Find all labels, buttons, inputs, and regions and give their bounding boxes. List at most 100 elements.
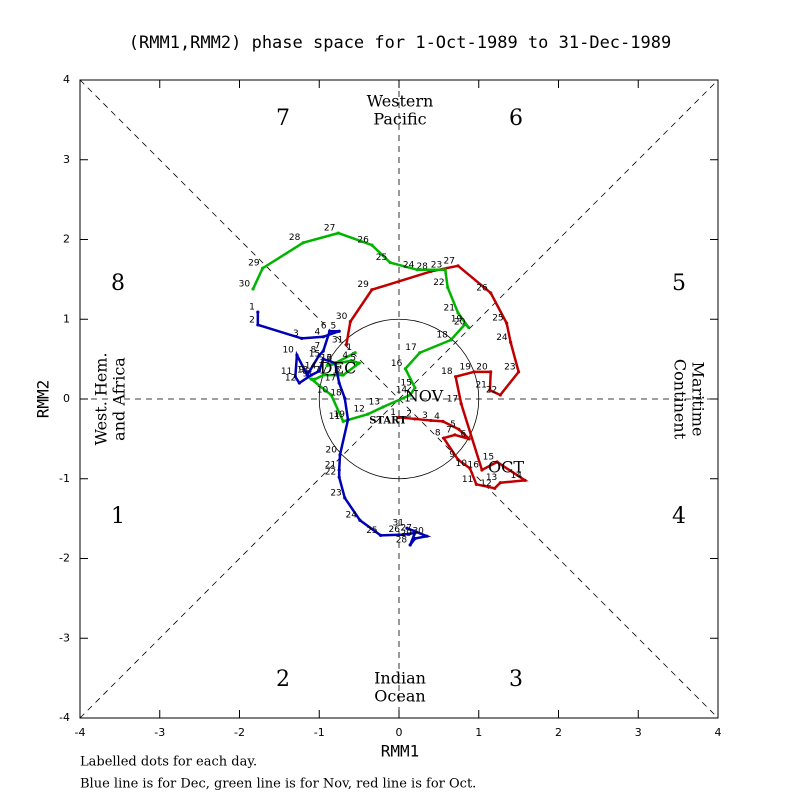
- day-dot: [489, 370, 493, 374]
- x-tick-label: 2: [555, 726, 562, 739]
- region-label: West. Hem.: [92, 352, 111, 445]
- day-label: 12: [353, 405, 364, 415]
- day-label: 7: [315, 366, 321, 376]
- day-label: 30: [336, 312, 348, 322]
- day-dot: [325, 363, 329, 368]
- day-label: 22: [433, 278, 444, 288]
- region-label: and Africa: [110, 357, 129, 441]
- x-tick-label: 3: [635, 726, 642, 739]
- day-label: 3: [293, 329, 299, 339]
- day-label: 15: [400, 378, 411, 388]
- day-dot: [341, 373, 345, 377]
- day-dot: [425, 534, 429, 538]
- day-label: 1: [249, 303, 255, 313]
- day-dot: [309, 373, 313, 377]
- day-dot: [468, 466, 472, 470]
- day-dot: [297, 381, 301, 385]
- day-dot: [413, 417, 417, 421]
- day-dot: [300, 336, 304, 340]
- day-label: 24: [496, 333, 508, 343]
- day-label: 15: [309, 350, 320, 360]
- day-label: 8: [311, 346, 317, 356]
- note: Labelled dots for each day.: [80, 755, 257, 770]
- phase-label: 1: [111, 504, 125, 529]
- day-label: 29: [357, 280, 369, 290]
- day-label: 4: [315, 327, 321, 337]
- day-dot: [293, 375, 297, 379]
- day-dot: [353, 351, 357, 355]
- day-label: 15: [483, 453, 494, 463]
- day-label: 11: [329, 412, 340, 422]
- day-dot: [309, 377, 313, 381]
- day-dot: [321, 349, 325, 353]
- day-label: 14: [511, 471, 523, 481]
- y-tick-label: 1: [63, 312, 70, 325]
- day-label: 7: [446, 425, 452, 435]
- day-label: 21: [475, 381, 486, 391]
- day-dot: [256, 310, 260, 314]
- month-label: OCT: [488, 458, 524, 477]
- region-label: Ocean: [374, 687, 425, 706]
- day-label: 21: [444, 303, 455, 313]
- day-label: 13: [486, 473, 497, 483]
- region-label: Pacific: [373, 110, 426, 129]
- day-label: 26: [389, 525, 401, 535]
- day-label: 11: [281, 367, 292, 377]
- day-dot: [337, 329, 341, 333]
- day-dot: [498, 393, 502, 397]
- day-dot: [413, 531, 417, 535]
- day-dot: [459, 402, 463, 406]
- day-label: 23: [431, 260, 442, 270]
- phase-label: 7: [276, 106, 290, 131]
- day-dot: [495, 460, 499, 464]
- day-dot: [370, 243, 374, 247]
- day-dot: [346, 418, 350, 422]
- day-dot: [408, 393, 412, 397]
- day-dot: [463, 322, 467, 326]
- month-label: DEC: [320, 359, 357, 378]
- day-label: 26: [476, 283, 488, 293]
- day-dot: [366, 412, 370, 416]
- day-label: 9: [303, 370, 309, 380]
- day-dot: [388, 261, 392, 265]
- x-tick-label: -3: [154, 726, 165, 739]
- day-label: 2: [249, 315, 255, 325]
- day-dot: [401, 532, 405, 537]
- day-label: 16: [467, 460, 479, 470]
- phase-label: 2: [276, 667, 290, 692]
- day-dot: [456, 311, 460, 315]
- day-label: 13: [297, 366, 308, 376]
- x-axis-label: RMM1: [381, 742, 420, 761]
- day-dot: [509, 340, 513, 344]
- day-dot: [405, 526, 409, 530]
- day-label: 6: [321, 322, 327, 332]
- day-dot: [349, 359, 353, 363]
- day-label: 13: [369, 397, 380, 407]
- x-tick-label: 4: [715, 726, 722, 739]
- day-label: 29: [400, 529, 412, 539]
- day-label: 8: [307, 370, 313, 380]
- day-label: 20: [454, 318, 466, 328]
- day-dot: [449, 338, 453, 342]
- y-tick-label: -4: [59, 711, 70, 724]
- day-dot: [415, 268, 419, 272]
- day-dot: [343, 496, 347, 500]
- day-dot: [446, 285, 450, 289]
- day-label: 10: [317, 386, 329, 396]
- day-label: 12: [285, 374, 296, 384]
- day-dot: [305, 373, 309, 377]
- day-dot: [317, 369, 321, 373]
- day-dot: [348, 320, 352, 324]
- y-tick-label: -2: [59, 552, 70, 565]
- phase-label: 3: [509, 667, 523, 692]
- x-tick-label: -1: [314, 726, 325, 739]
- day-label: 16: [391, 359, 403, 369]
- day-dot: [453, 433, 457, 437]
- day-dot: [321, 335, 325, 339]
- day-dot: [313, 377, 317, 381]
- series-line: [345, 264, 529, 490]
- day-dot: [370, 288, 374, 292]
- day-label: 23: [330, 488, 341, 498]
- day-label: 10: [456, 459, 468, 469]
